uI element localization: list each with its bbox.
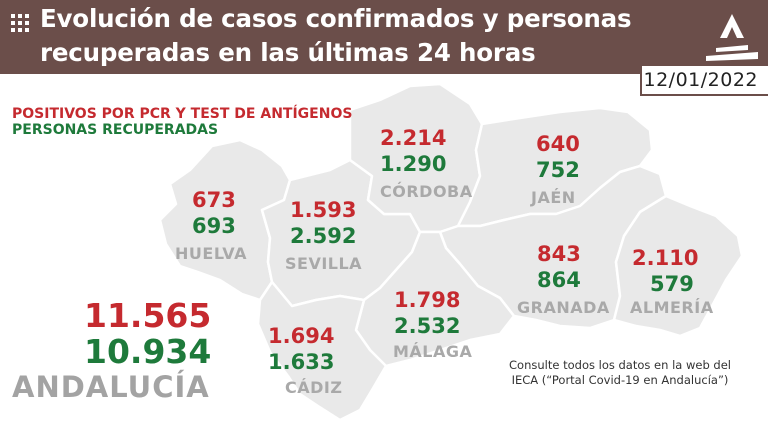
almeria-name: ALMERÍA (630, 298, 714, 317)
jaen-name: JAÉN (531, 188, 576, 207)
cadiz-recovered: 1.633 (268, 350, 335, 374)
report-date: 12/01/2022 (643, 69, 758, 91)
legend-positives: POSITIVOS POR PCR Y TEST DE ANTÍGENOS (12, 106, 353, 122)
page-title: Evolución de casos confirmados y persona… (40, 2, 632, 70)
jaen-recovered: 752 (536, 158, 580, 182)
sevilla-positives: 1.593 (290, 198, 357, 222)
total-recovered: 10.934 (84, 332, 212, 371)
almeria-positives: 2.110 (632, 246, 699, 270)
province-shape-cadiz (256, 280, 388, 422)
cadiz-positives: 1.694 (268, 324, 335, 348)
source-note-line-2: IECA (“Portal Covid-19 en Andalucía”) (511, 373, 729, 387)
header-banner: Evolución de casos confirmados y persona… (0, 0, 768, 74)
sevilla-name: SEVILLA (285, 254, 363, 273)
malaga-positives: 1.798 (394, 288, 461, 312)
total-positives: 11.565 (84, 296, 212, 335)
sevilla-recovered: 2.592 (290, 224, 357, 248)
jaen-positives: 640 (536, 132, 580, 156)
cordoba-name: CÓRDOBA (380, 182, 473, 201)
granada-recovered: 864 (537, 268, 581, 292)
huelva-name: HUELVA (175, 244, 247, 263)
junta-andalucia-logo-icon (706, 14, 758, 61)
cordoba-positives: 2.214 (380, 126, 447, 150)
source-note-line-1: Consulte todos los datos en la web del (509, 358, 731, 372)
cadiz-name: CÁDIZ (285, 378, 343, 397)
huelva-recovered: 693 (192, 214, 236, 238)
malaga-recovered: 2.532 (394, 314, 461, 338)
title-line-1: Evolución de casos confirmados y persona… (40, 4, 632, 33)
source-note: Consulte todos los datos en la web del I… (505, 358, 735, 388)
grid-icon (11, 14, 29, 32)
granada-name: GRANADA (517, 298, 610, 317)
title-line-2: recuperadas en las últimas 24 horas (40, 38, 536, 67)
cordoba-recovered: 1.290 (380, 152, 447, 176)
date-box: 12/01/2022 (640, 66, 768, 96)
malaga-name: MÁLAGA (393, 342, 473, 361)
almeria-recovered: 579 (650, 272, 694, 296)
province-shape-almeria (612, 194, 744, 338)
legend-recovered: PERSONAS RECUPERADAS (12, 122, 219, 138)
granada-positives: 843 (537, 242, 581, 266)
huelva-positives: 673 (192, 188, 236, 212)
region-name: ANDALUCÍA (12, 370, 210, 404)
legend: POSITIVOS POR PCR Y TEST DE ANTÍGENOS PE… (12, 106, 352, 138)
